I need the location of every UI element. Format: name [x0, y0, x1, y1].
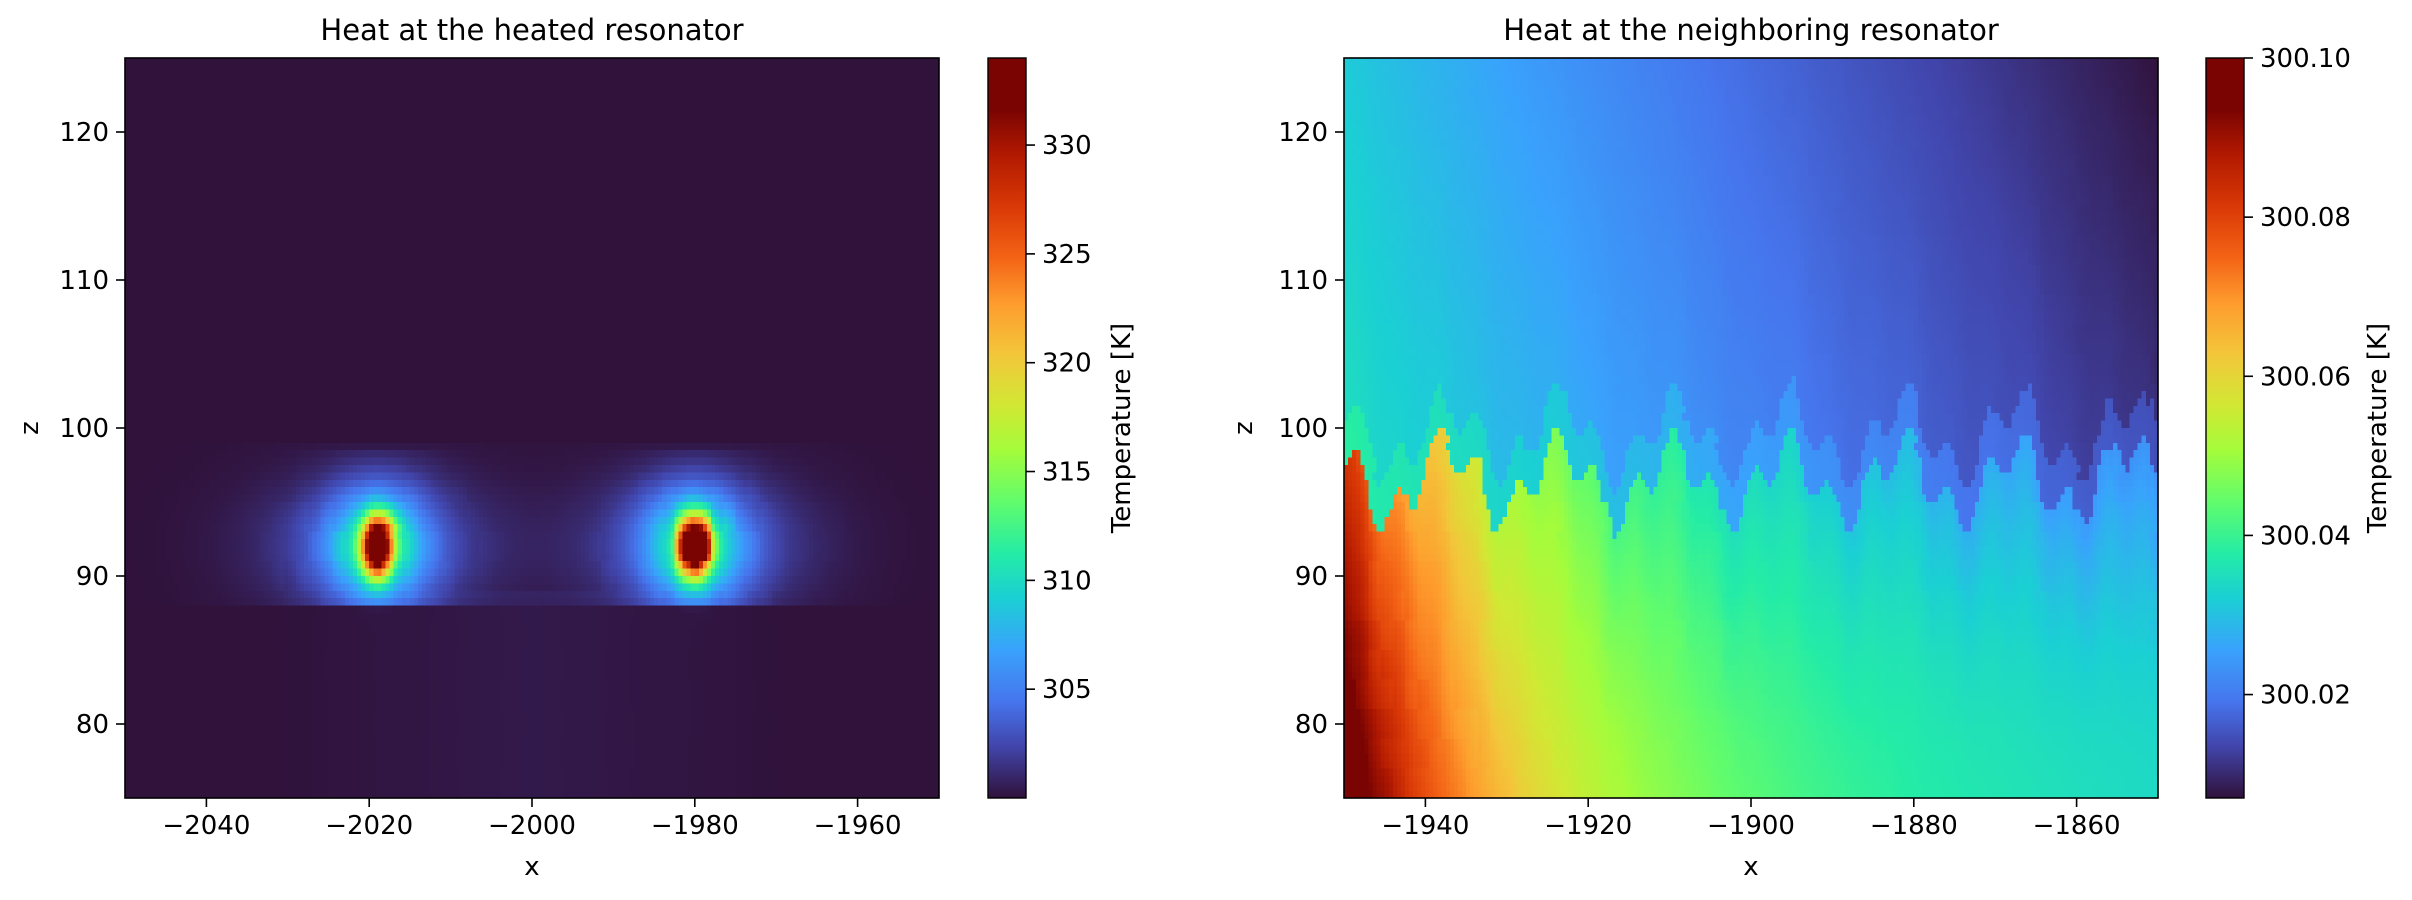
- chart-right-title: Heat at the neighboring resonator: [1503, 13, 1999, 47]
- colorbar-tick-label: 325: [1042, 240, 1092, 270]
- chart-left-y-ticks: 80 90 100 110 120: [59, 118, 125, 740]
- colorbar-tick-label: 305: [1042, 675, 1092, 705]
- colorbar-tick-label: 330: [1042, 131, 1092, 161]
- chart-left-x-label: x: [524, 852, 539, 882]
- colorbar-tick-label: 300.02: [2260, 681, 2351, 711]
- chart-left-y-label: z: [15, 421, 45, 435]
- x-tick-label: −1960: [814, 811, 902, 841]
- chart-left: Heat at the heated resonator −2040 −2020−…: [15, 13, 1137, 882]
- chart-left-colorbar: 305 310 315 320 325 330 Temperature [K]: [987, 57, 1137, 799]
- x-tick-label: −2040: [162, 811, 250, 841]
- y-tick-label: 100: [59, 414, 109, 444]
- y-tick-label: 110: [1278, 266, 1328, 296]
- x-tick-label: −1860: [2033, 811, 2121, 841]
- x-tick-label: −1920: [1544, 811, 1632, 841]
- chart-right-colorbar-bar: [2205, 57, 2245, 799]
- chart-right-colorbar-label: Temperature [K]: [2363, 323, 2393, 534]
- chart-right-y-ticks: 80 90 100 110 120: [1278, 118, 1344, 740]
- x-tick-label: −2000: [488, 811, 576, 841]
- chart-right: Heat at the neighboring resonator −1940−…: [1229, 13, 2393, 882]
- colorbar-tick-label: 300.06: [2260, 362, 2351, 392]
- x-tick-label: −1940: [1381, 811, 1469, 841]
- colorbar-tick-label: 300.04: [2260, 521, 2351, 551]
- y-tick-label: 120: [1278, 118, 1328, 148]
- x-tick-label: −1880: [1870, 811, 1958, 841]
- chart-right-y-label: z: [1229, 421, 1259, 435]
- y-tick-label: 100: [1278, 414, 1328, 444]
- chart-left-colorbar-bar: [987, 57, 1027, 799]
- y-tick-label: 90: [76, 562, 109, 592]
- x-tick-label: −1980: [651, 811, 739, 841]
- colorbar-tick-label: 300.08: [2260, 203, 2351, 233]
- colorbar-tick-label: 300.10: [2260, 44, 2351, 74]
- chart-left-colorbar-label: Temperature [K]: [1107, 323, 1137, 534]
- y-tick-label: 120: [59, 118, 109, 148]
- chart-right-heatmap: [1344, 58, 2158, 798]
- chart-right-colorbar: 300.02 300.04 300.06 300.08 300.10 Temperatu…: [2205, 44, 2393, 799]
- chart-right-colorbar-ticks: 300.02 300.04 300.06 300.08 300.10: [2244, 44, 2351, 711]
- chart-left-colorbar-ticks: 305 310 315 320 325 330: [1026, 131, 1092, 705]
- chart-left-title: Heat at the heated resonator: [320, 13, 743, 47]
- chart-right-x-ticks: −1940 −1920 −1900 −1880 −1860: [1381, 798, 2121, 841]
- x-tick-label: −2020: [325, 811, 413, 841]
- y-tick-label: 90: [1295, 562, 1328, 592]
- x-tick-label: −1900: [1707, 811, 1795, 841]
- colorbar-tick-label: 310: [1042, 566, 1092, 596]
- chart-left-x-ticks: −2040 −2020 −2000 −1980 −1960: [162, 798, 902, 841]
- chart-left-heatmap: [125, 58, 939, 798]
- chart-right-x-label: x: [1743, 852, 1758, 882]
- y-tick-label: 80: [76, 710, 109, 740]
- y-tick-label: 80: [1295, 710, 1328, 740]
- y-tick-label: 110: [59, 266, 109, 296]
- colorbar-tick-label: 315: [1042, 458, 1092, 488]
- colorbar-tick-label: 320: [1042, 349, 1092, 379]
